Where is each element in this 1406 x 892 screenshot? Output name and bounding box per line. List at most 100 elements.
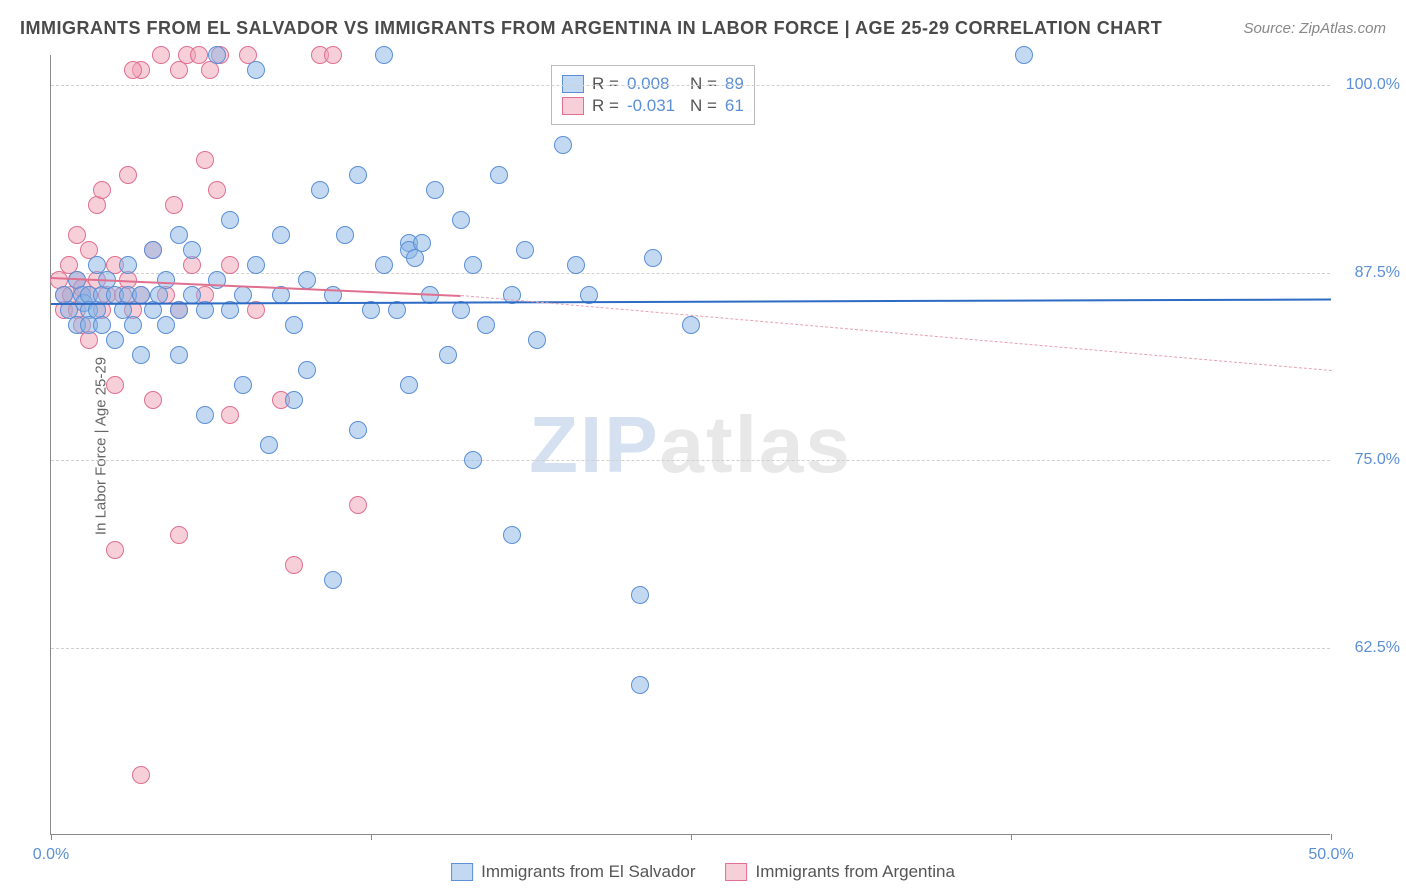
data-point	[464, 256, 482, 274]
x-tick	[51, 834, 52, 840]
plot-area: ZIPatlas R =0.008N =89R =-0.031N =61 62.…	[50, 55, 1330, 835]
data-point	[196, 406, 214, 424]
data-point	[272, 226, 290, 244]
r-value: -0.031	[627, 96, 682, 116]
legend-swatch	[451, 863, 473, 881]
data-point	[234, 286, 252, 304]
legend-label: Immigrants from Argentina	[756, 862, 955, 882]
data-point	[124, 316, 142, 334]
data-point	[298, 271, 316, 289]
chart-container: IMMIGRANTS FROM EL SALVADOR VS IMMIGRANT…	[0, 0, 1406, 892]
r-label: R =	[592, 96, 619, 116]
watermark: ZIPatlas	[529, 399, 852, 491]
x-tick-label: 50.0%	[1308, 846, 1353, 864]
data-point	[106, 541, 124, 559]
data-point	[439, 346, 457, 364]
data-point	[1015, 46, 1033, 64]
data-point	[490, 166, 508, 184]
data-point	[170, 346, 188, 364]
data-point	[631, 676, 649, 694]
data-point	[221, 406, 239, 424]
legend-swatch	[562, 75, 584, 93]
data-point	[285, 316, 303, 334]
data-point	[285, 556, 303, 574]
data-point	[375, 46, 393, 64]
legend-swatch	[562, 97, 584, 115]
data-point	[324, 46, 342, 64]
y-tick-label: 62.5%	[1355, 639, 1400, 657]
r-value: 0.008	[627, 74, 682, 94]
data-point	[144, 241, 162, 259]
data-point	[349, 421, 367, 439]
x-tick	[1331, 834, 1332, 840]
source-label: Source: ZipAtlas.com	[1243, 20, 1386, 37]
data-point	[93, 181, 111, 199]
data-point	[208, 181, 226, 199]
r-label: R =	[592, 74, 619, 94]
x-tick	[1011, 834, 1012, 840]
n-value: 89	[725, 74, 744, 94]
data-point	[464, 451, 482, 469]
bottom-legend: Immigrants from El Salvador Immigrants fr…	[451, 862, 955, 882]
grid-line	[51, 460, 1330, 461]
n-label: N =	[690, 96, 717, 116]
stats-row: R = -0.031 N = 61	[562, 96, 744, 116]
data-point	[477, 316, 495, 334]
data-point	[196, 151, 214, 169]
data-point	[170, 226, 188, 244]
data-point	[234, 376, 252, 394]
data-point	[285, 391, 303, 409]
legend-item: Immigrants from El Salvador	[451, 862, 695, 882]
legend-swatch	[726, 863, 748, 881]
data-point	[221, 211, 239, 229]
n-label: N =	[690, 74, 717, 94]
data-point	[528, 331, 546, 349]
data-point	[349, 166, 367, 184]
grid-line	[51, 648, 1330, 649]
data-point	[631, 586, 649, 604]
chart-title: IMMIGRANTS FROM EL SALVADOR VS IMMIGRANT…	[20, 18, 1162, 39]
x-tick	[371, 834, 372, 840]
grid-line	[51, 273, 1330, 274]
data-point	[221, 256, 239, 274]
data-point	[157, 271, 175, 289]
data-point	[260, 436, 278, 454]
data-point	[152, 46, 170, 64]
legend-item: Immigrants from Argentina	[726, 862, 955, 882]
data-point	[247, 256, 265, 274]
y-tick-label: 75.0%	[1355, 451, 1400, 469]
data-point	[298, 361, 316, 379]
data-point	[400, 376, 418, 394]
data-point	[119, 166, 137, 184]
x-tick-label: 0.0%	[33, 846, 69, 864]
data-point	[567, 256, 585, 274]
data-point	[170, 526, 188, 544]
data-point	[165, 196, 183, 214]
data-point	[682, 316, 700, 334]
data-point	[124, 61, 142, 79]
data-point	[349, 496, 367, 514]
data-point	[452, 301, 470, 319]
data-point	[132, 286, 150, 304]
stats-row: R = 0.008 N = 89	[562, 74, 744, 94]
data-point	[132, 766, 150, 784]
stats-box: R = 0.008 N = 89 R = -0.031 N = 61	[551, 65, 755, 125]
data-point	[132, 346, 150, 364]
y-tick-label: 87.5%	[1355, 264, 1400, 282]
trend-line	[461, 295, 1331, 371]
data-point	[93, 316, 111, 334]
legend-label: Immigrants from El Salvador	[481, 862, 695, 882]
data-point	[247, 61, 265, 79]
data-point	[336, 226, 354, 244]
data-point	[183, 286, 201, 304]
data-point	[106, 376, 124, 394]
watermark-zip: ZIP	[529, 400, 659, 489]
data-point	[157, 316, 175, 334]
y-tick-label: 100.0%	[1346, 76, 1400, 94]
data-point	[413, 234, 431, 252]
data-point	[106, 331, 124, 349]
data-point	[503, 526, 521, 544]
watermark-atlas: atlas	[660, 400, 852, 489]
data-point	[208, 46, 226, 64]
n-value: 61	[725, 96, 744, 116]
